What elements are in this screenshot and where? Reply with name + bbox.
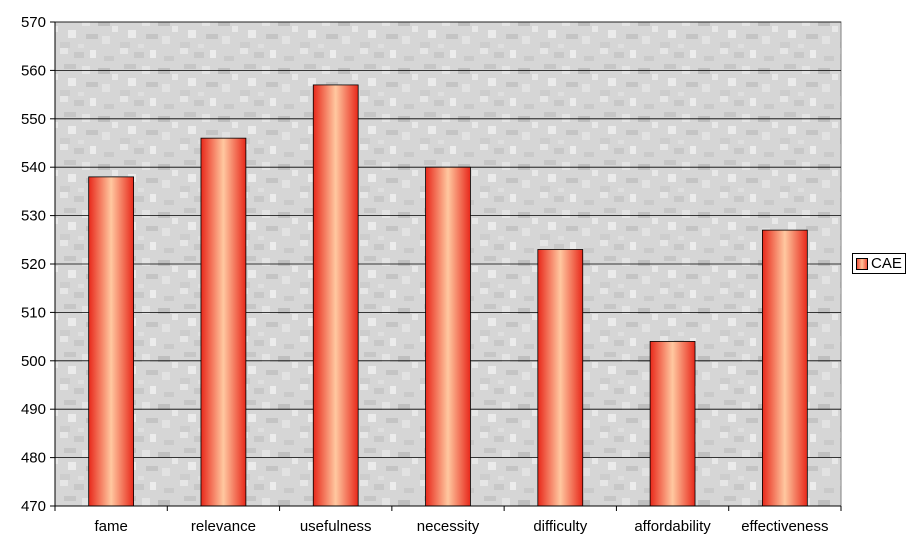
bar-relevance: [200, 137, 247, 507]
legend-label: CAE: [871, 255, 902, 272]
y-tick-label: 480: [21, 450, 46, 467]
y-tick-label: 550: [21, 111, 46, 128]
x-tick-label: effectiveness: [741, 518, 828, 535]
y-tick-label: 540: [21, 159, 46, 176]
y-tick-label: 500: [21, 353, 46, 370]
x-tick-label: difficulty: [533, 518, 587, 535]
legend: CAE: [852, 253, 906, 274]
y-axis-ticks: 470 480 490 500 510 520 530 540 550 560 570: [21, 14, 55, 515]
y-tick-label: 570: [21, 14, 46, 31]
bar-effectiveness: [762, 229, 808, 507]
y-tick-label: 520: [21, 256, 46, 273]
x-tick-label: fame: [94, 518, 127, 535]
x-tick-label: usefulness: [300, 518, 372, 535]
y-tick-label: 560: [21, 62, 46, 79]
y-tick-label: 490: [21, 401, 46, 418]
bar-affordability: [649, 341, 696, 507]
y-tick-label: 510: [21, 304, 46, 321]
y-tick-label: 530: [21, 208, 46, 225]
x-tick-label: necessity: [417, 518, 480, 535]
y-tick-label: 470: [21, 498, 46, 515]
bar-usefulness: [312, 84, 359, 507]
bar-fame: [88, 176, 135, 507]
x-axis-ticks: fame relevance usefulness necessity difficul…: [54, 506, 842, 535]
x-tick-label: relevance: [191, 518, 256, 535]
gridlines: [55, 21, 841, 459]
x-tick-label: affordability: [634, 518, 711, 535]
legend-swatch: [856, 257, 868, 270]
bar-difficulty: [537, 249, 584, 507]
bar-necessity: [425, 166, 471, 507]
